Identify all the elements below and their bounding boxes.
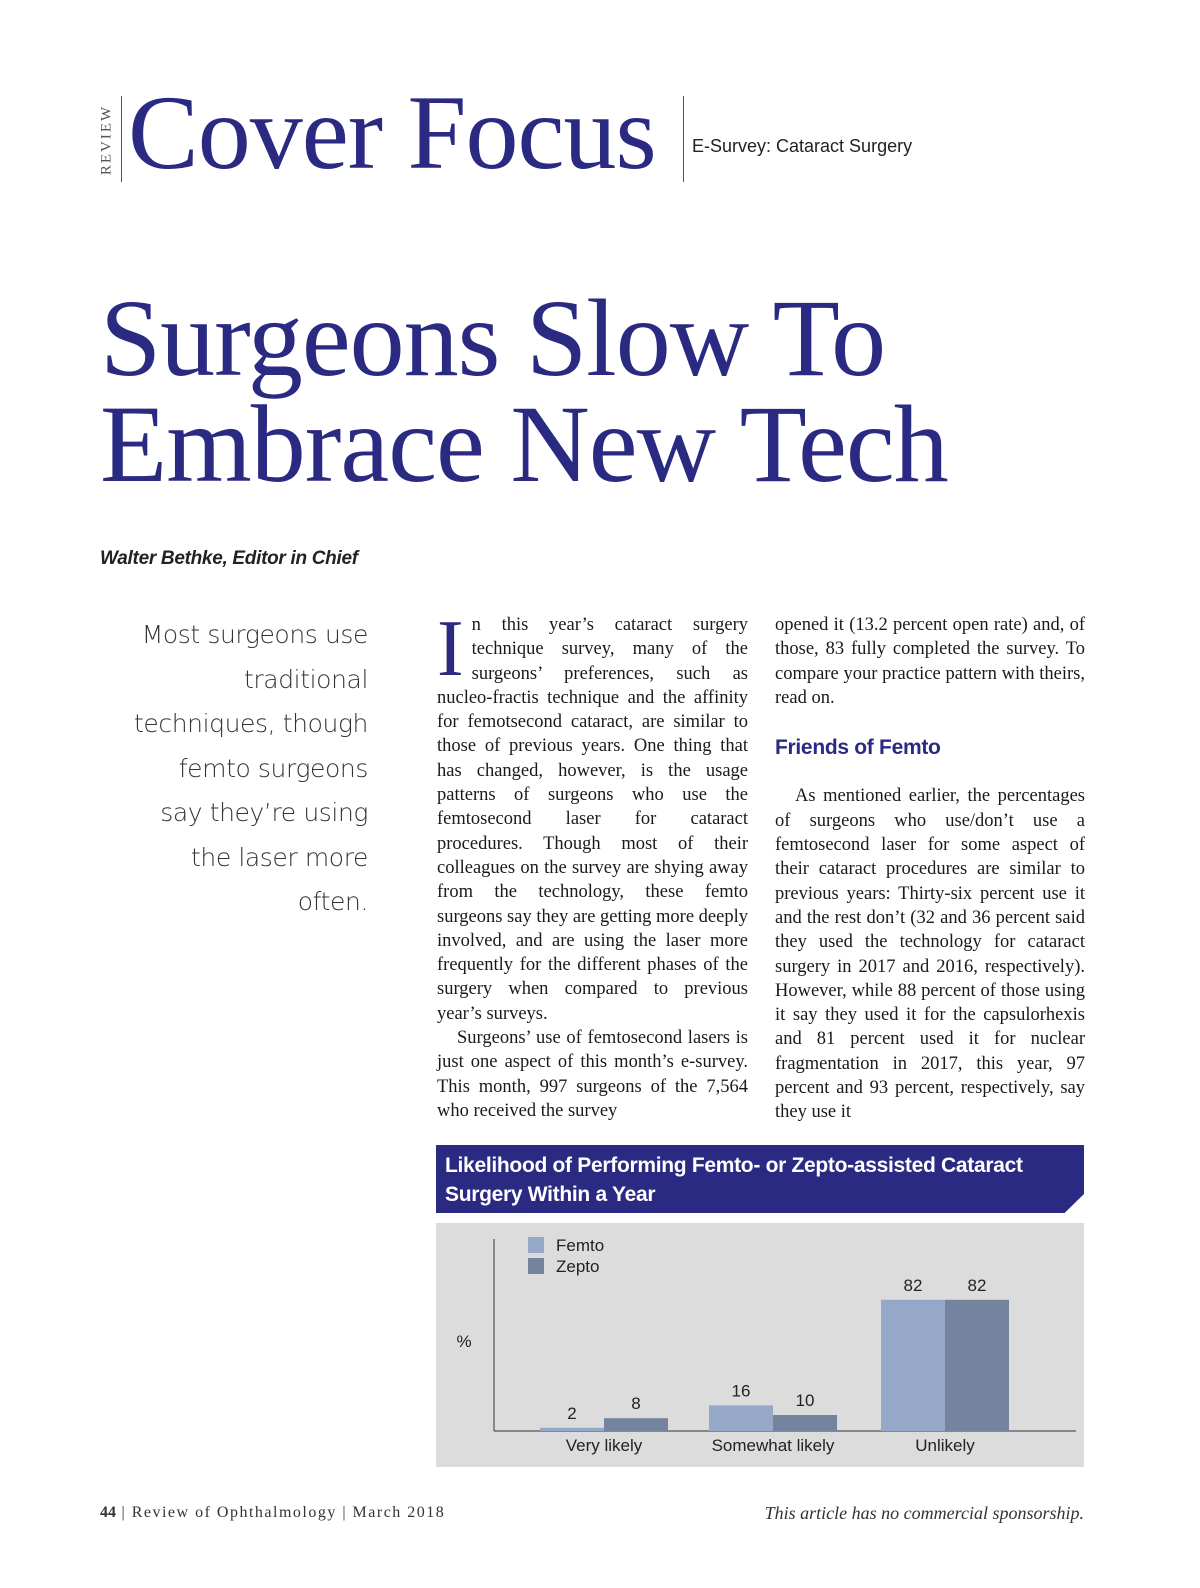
bar-femto-1 [709, 1405, 773, 1431]
paragraph-3: As mentioned earlier, the percentages of… [775, 786, 1085, 1123]
bar-zepto-2 [945, 1299, 1009, 1431]
x-tick-label-0: Very likely [566, 1436, 643, 1455]
data-label-femto-1: 16 [732, 1381, 751, 1400]
bar-femto-2 [881, 1299, 945, 1431]
publication-name: Review of Ophthalmology [131, 1504, 337, 1521]
data-label-zepto-1: 10 [796, 1391, 815, 1410]
bar-femto-0 [540, 1427, 604, 1431]
pull-quote: Most surgeons use traditional techniques… [133, 620, 368, 916]
y-axis-label: % [456, 1332, 471, 1351]
bar-chart: Likelihood of Performing Femto- or Zepto… [436, 1145, 1084, 1467]
section-subtitle: E-Survey: Cataract Surgery [692, 136, 913, 156]
headline-line-1: Surgeons Slow To [100, 277, 886, 399]
footer-folio: 44 | Review of Ophthalmology | March 201… [100, 1504, 446, 1521]
data-label-zepto-0: 8 [631, 1394, 640, 1413]
paragraph-2: Surgeons’ use of femtosecond lasers is j… [437, 1028, 748, 1121]
data-label-femto-0: 2 [567, 1404, 576, 1423]
legend-label-femto: Femto [556, 1236, 604, 1255]
data-label-zepto-2: 82 [968, 1276, 987, 1295]
chart-title: Likelihood of Performing Femto- or Zepto… [445, 1154, 1023, 1206]
chart-header: Likelihood of Performing Femto- or Zepto… [436, 1145, 1084, 1213]
section-title: Cover Focus [128, 74, 657, 191]
header-divider-right [683, 96, 684, 182]
x-tick-label-2: Unlikely [915, 1436, 975, 1455]
paragraph-2-continued: opened it (13.2 percent open rate) and, … [775, 615, 1085, 708]
header-divider-left [121, 96, 122, 182]
legend-swatch-zepto [528, 1258, 544, 1274]
data-label-femto-2: 82 [904, 1276, 923, 1295]
article-headline: Surgeons Slow To Embrace New Tech [100, 277, 949, 505]
drop-cap: I [437, 605, 464, 693]
byline: Walter Bethke, Editor in Chief [100, 548, 358, 569]
sponsorship-note: This article has no commercial sponsorsh… [764, 1503, 1084, 1523]
chart-plot: % 2 8 Very likely 16 10 Somewhat likely 82 82 Unl… [456, 1236, 1076, 1455]
section-label: REVIEW [98, 104, 115, 176]
x-tick-label-1: Somewhat likely [712, 1436, 835, 1455]
headline-line-2: Embrace New Tech [100, 383, 949, 505]
issue-date: March 2018 [352, 1504, 446, 1521]
subhead-friends-of-femto: Friends of Femto [775, 736, 941, 760]
body-column-2: opened it (13.2 percent open rate) and, … [775, 613, 1085, 1125]
legend-swatch-femto [528, 1237, 544, 1253]
bar-zepto-0 [604, 1418, 668, 1431]
bar-zepto-1 [773, 1415, 837, 1431]
chart-body: % 2 8 Very likely 16 10 Somewhat likely 82 82 Unl… [436, 1223, 1084, 1467]
legend-label-zepto: Zepto [556, 1257, 599, 1276]
page-number: 44 [100, 1504, 116, 1521]
